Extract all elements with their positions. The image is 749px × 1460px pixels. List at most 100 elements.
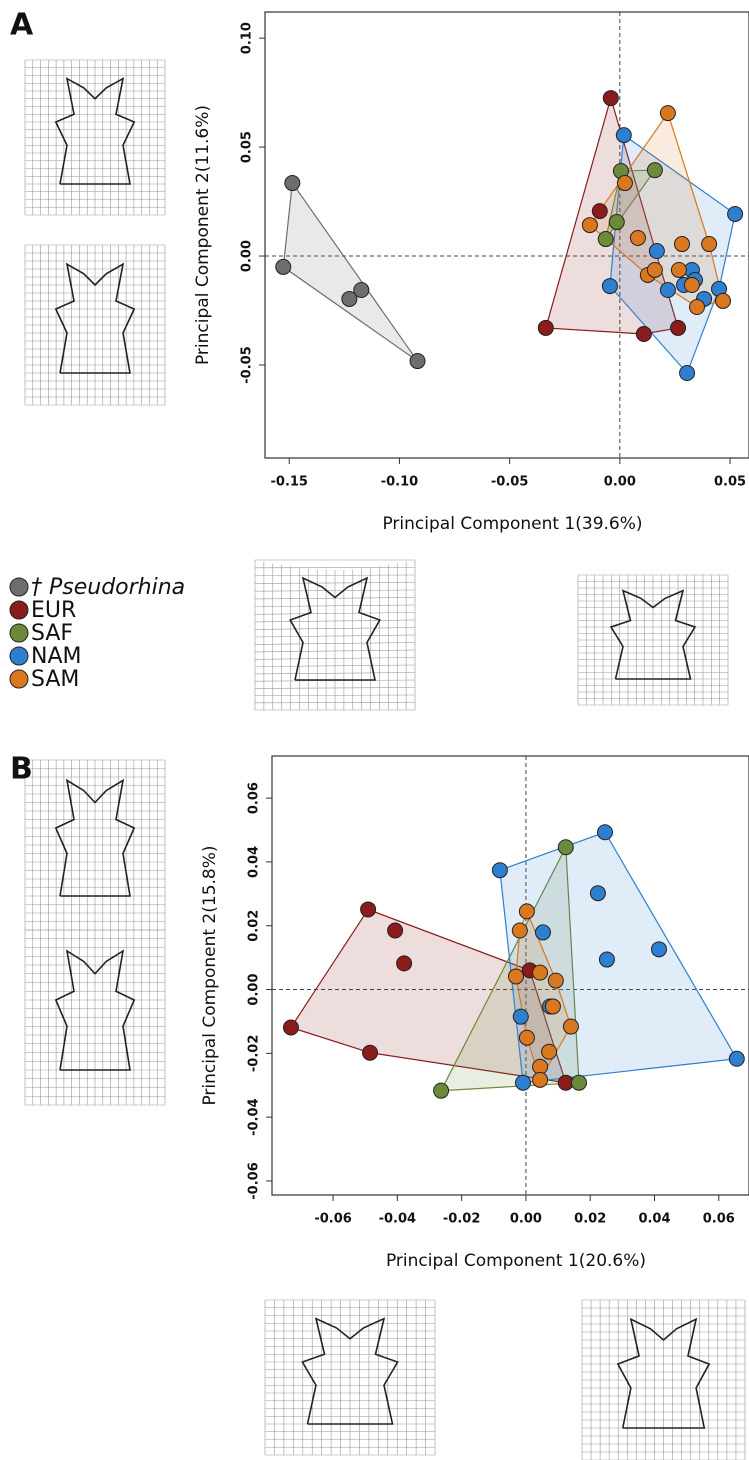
point (671, 262, 686, 277)
y-axis-label: Principal Component 2(15.8%) (200, 845, 220, 1105)
point (660, 106, 675, 121)
point (617, 176, 632, 191)
x-tick-label: 0.04 (638, 1212, 670, 1227)
point (728, 206, 743, 221)
point (535, 925, 550, 940)
legend-label: EUR (31, 598, 76, 623)
x-axis-label: Principal Component 1(39.6%) (382, 514, 642, 534)
point (599, 952, 614, 967)
x-tick-label: -0.10 (381, 475, 418, 490)
point (538, 320, 553, 335)
point (689, 300, 704, 315)
y-tick-label: 0.00 (247, 973, 262, 1005)
y-tick-label: -0.06 (247, 1162, 262, 1199)
point (571, 1075, 586, 1090)
point (603, 91, 618, 106)
grid-line (255, 575, 415, 576)
deformation-grid (25, 760, 165, 930)
point (388, 923, 403, 938)
point (563, 1019, 578, 1034)
x-tick-label: -0.04 (379, 1212, 416, 1227)
point (545, 999, 560, 1014)
point (590, 886, 605, 901)
point (519, 1030, 534, 1045)
legend-label: NAM (31, 644, 82, 669)
x-tick-label: -0.06 (314, 1212, 351, 1227)
grid-line (255, 695, 415, 696)
x-axis-label: Principal Component 1(20.6%) (386, 1251, 646, 1271)
legend-label: † Pseudorhina (31, 575, 185, 600)
y-tick-label: 0.04 (247, 846, 262, 878)
legend-marker (10, 647, 28, 665)
point (533, 1072, 548, 1087)
point (542, 1044, 557, 1059)
y-tick-label: 0.02 (247, 910, 262, 942)
point (702, 237, 717, 252)
point (276, 259, 291, 274)
figure: A -0.15 -0.10 -0.05 0.00 0.05 -0.05 0.00 0.05 0.1… (0, 0, 749, 1460)
point (354, 283, 369, 298)
panel-label: A (10, 8, 34, 43)
point (361, 902, 376, 917)
point (630, 230, 645, 245)
panel-label: B (10, 752, 33, 787)
x-tick-label: 0.06 (703, 1212, 735, 1227)
point (519, 904, 534, 919)
legend-marker (10, 578, 28, 596)
legend-marker (10, 624, 28, 642)
y-tick-label: -0.05 (240, 346, 255, 383)
point (548, 973, 563, 988)
point (410, 354, 425, 369)
point (512, 923, 527, 938)
x-tick-label: 0.02 (574, 1212, 606, 1227)
y-tick-label: -0.02 (247, 1035, 262, 1072)
y-tick-label: -0.04 (247, 1098, 262, 1135)
legend-marker (10, 601, 28, 619)
point (647, 163, 662, 178)
point (492, 863, 507, 878)
deformation-grid (255, 560, 415, 710)
deformation-grid (578, 575, 728, 705)
point (283, 1020, 298, 1035)
deformation-grid (582, 1300, 745, 1460)
point (558, 840, 573, 855)
point (649, 244, 664, 259)
point (652, 942, 667, 957)
point (636, 327, 651, 342)
point (508, 969, 523, 984)
x-tick-label: -0.02 (443, 1212, 480, 1227)
x-tick-label: 0.05 (714, 475, 746, 490)
point (363, 1045, 378, 1060)
point (609, 215, 624, 230)
x-tick-label: 0.00 (510, 1212, 542, 1227)
point (616, 128, 631, 143)
y-tick-label: 0.10 (240, 22, 255, 54)
deformation-grid (25, 930, 165, 1105)
deformation-grid (25, 60, 165, 215)
point (516, 1075, 531, 1090)
point (647, 262, 662, 277)
point (513, 1009, 528, 1024)
point (397, 956, 412, 971)
point (533, 965, 548, 980)
point (602, 279, 617, 294)
y-tick-label: 0.05 (240, 131, 255, 163)
y-tick-label: 0.00 (240, 240, 255, 272)
convex-hull (283, 183, 417, 361)
point (715, 293, 730, 308)
legend-label: SAM (31, 667, 79, 692)
point (598, 825, 613, 840)
y-axis-label: Principal Component 2(11.6%) (193, 105, 213, 365)
deformation-grid (25, 245, 165, 405)
point (660, 283, 675, 298)
point (680, 366, 695, 381)
point (674, 237, 689, 252)
x-tick-label: -0.15 (271, 475, 308, 490)
point (684, 278, 699, 293)
point (729, 1051, 744, 1066)
point (592, 204, 607, 219)
x-tick-label: -0.05 (491, 475, 528, 490)
x-tick-label: 0.00 (604, 475, 636, 490)
point (434, 1083, 449, 1098)
legend-marker (10, 670, 28, 688)
